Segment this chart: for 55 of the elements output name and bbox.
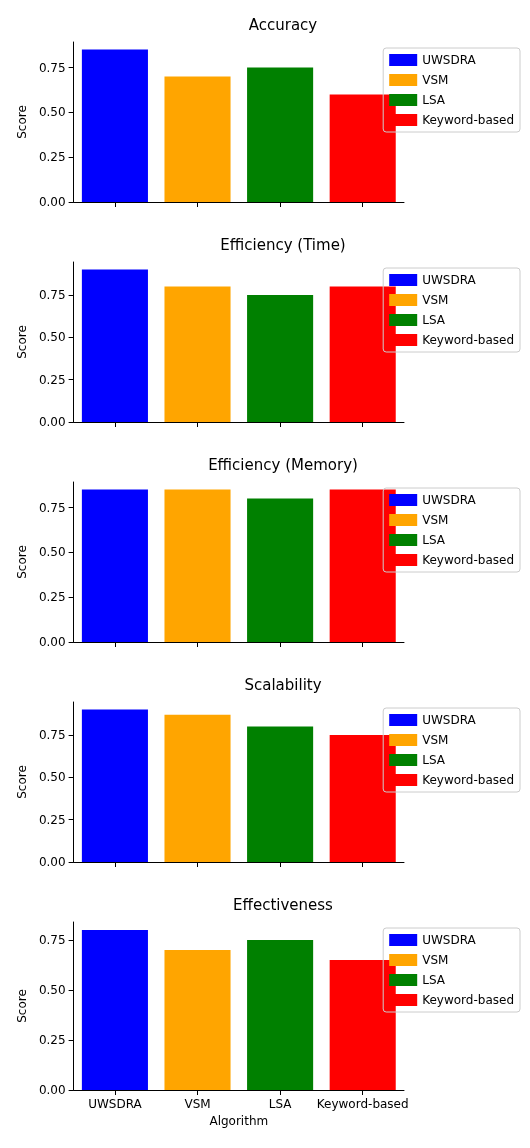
legend-label: VSM — [422, 953, 449, 967]
legend-label: UWSDRA — [422, 53, 477, 67]
y-tick-label: 0.25 — [38, 1033, 66, 1047]
legend-label: LSA — [422, 533, 446, 547]
y-tick-label: 0.25 — [38, 812, 66, 827]
y-tick-label: 0.75 — [38, 500, 66, 515]
legend-label: Keyword-based — [422, 553, 515, 567]
y-tick-label: 0.50 — [38, 105, 66, 120]
legend-label: VSM — [422, 73, 449, 87]
legend-label: UWSDRA — [422, 273, 477, 287]
y-tick-label: 0.00 — [38, 635, 66, 649]
legend-label: UWSDRA — [422, 493, 477, 507]
legend-label: LSA — [422, 93, 446, 107]
y-tick-label: 0.00 — [38, 195, 66, 209]
y-axis-title: Score — [15, 765, 29, 799]
x-tick-label: UWSDRA — [88, 1097, 143, 1111]
y-tick-label: 0.50 — [38, 545, 66, 560]
y-tick-label: 0.50 — [38, 983, 66, 997]
y-axis-title: Score — [15, 105, 29, 139]
legend-label: Keyword-based — [422, 113, 515, 127]
y-axis-title: Score — [15, 325, 29, 359]
x-tick-label: Keyword-based — [316, 1097, 409, 1111]
y-axis-title: Score — [15, 989, 29, 1023]
chart-title: Effectiveness — [233, 895, 334, 914]
legend-label: LSA — [422, 753, 446, 767]
x-tick-label: VSM — [184, 1097, 211, 1111]
legend-label: VSM — [422, 733, 449, 747]
chart-title: Efficiency (Memory) — [208, 455, 358, 474]
legend-label: UWSDRA — [422, 713, 477, 727]
y-tick-label: 0.25 — [38, 150, 66, 165]
y-tick-label: 0.75 — [38, 60, 66, 75]
legend-label: Keyword-based — [422, 333, 515, 347]
x-tick-label: LSA — [268, 1097, 293, 1111]
legend-label: LSA — [422, 313, 446, 327]
y-tick-label: 0.75 — [38, 933, 66, 947]
y-tick-label: 0.00 — [38, 855, 66, 869]
y-tick-label: 0.25 — [38, 372, 66, 387]
y-tick-label: 0.75 — [38, 288, 66, 303]
y-tick-label: 0.75 — [38, 728, 66, 743]
y-axis-title: Score — [15, 545, 29, 579]
legend-label: Keyword-based — [422, 993, 515, 1007]
y-tick-label: 0.00 — [38, 1083, 66, 1097]
y-tick-label: 0.00 — [38, 415, 66, 429]
legend-label: UWSDRA — [422, 933, 477, 947]
chart-title: Scalability — [244, 675, 322, 694]
y-tick-label: 0.50 — [38, 770, 66, 785]
chart-title: Efficiency (Time) — [220, 235, 346, 254]
legend-label: Keyword-based — [422, 773, 515, 787]
legend-label: LSA — [422, 973, 446, 987]
x-axis-title: Algorithm — [209, 1113, 269, 1128]
chart-title: Accuracy — [248, 15, 318, 34]
legend-label: VSM — [422, 293, 449, 307]
y-tick-label: 0.25 — [38, 590, 66, 605]
legend-label: VSM — [422, 513, 449, 527]
y-tick-label: 0.50 — [38, 330, 66, 345]
